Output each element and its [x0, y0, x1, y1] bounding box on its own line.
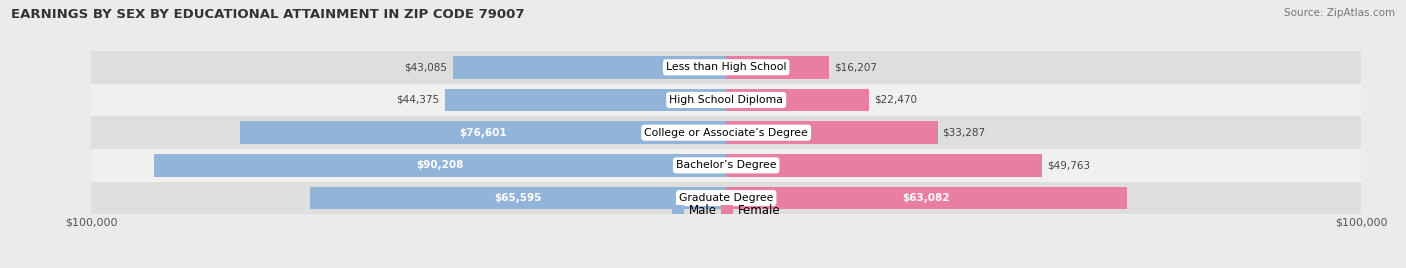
Bar [91, 116, 1361, 149]
Text: $22,470: $22,470 [875, 95, 917, 105]
Text: Less than High School: Less than High School [666, 62, 786, 72]
Text: Source: ZipAtlas.com: Source: ZipAtlas.com [1284, 8, 1395, 18]
Text: $90,208: $90,208 [416, 160, 464, 170]
Bar [91, 149, 1361, 182]
Bar [91, 182, 1361, 214]
Bar [453, 56, 725, 79]
Text: $16,207: $16,207 [834, 62, 877, 72]
Text: $44,375: $44,375 [396, 95, 440, 105]
Text: Graduate Degree: Graduate Degree [679, 193, 773, 203]
Bar [309, 187, 725, 210]
Bar [91, 51, 1361, 84]
Bar [444, 88, 725, 111]
Text: EARNINGS BY SEX BY EDUCATIONAL ATTAINMENT IN ZIP CODE 79007: EARNINGS BY SEX BY EDUCATIONAL ATTAINMEN… [11, 8, 524, 21]
Bar [91, 84, 1361, 116]
Text: $33,287: $33,287 [942, 128, 986, 138]
Bar [725, 154, 1042, 177]
Bar [725, 88, 869, 111]
Bar [153, 154, 725, 177]
Text: College or Associate’s Degree: College or Associate’s Degree [644, 128, 808, 138]
Text: $76,601: $76,601 [460, 128, 508, 138]
Text: High School Diploma: High School Diploma [669, 95, 783, 105]
Bar [240, 121, 725, 144]
Text: $63,082: $63,082 [903, 193, 950, 203]
Bar [725, 187, 1126, 210]
Text: $49,763: $49,763 [1047, 160, 1090, 170]
Bar [725, 121, 938, 144]
Legend: Male, Female: Male, Female [668, 199, 785, 222]
Bar [725, 56, 830, 79]
Text: $65,595: $65,595 [495, 193, 541, 203]
Text: $43,085: $43,085 [405, 62, 447, 72]
Text: Bachelor’s Degree: Bachelor’s Degree [676, 160, 776, 170]
